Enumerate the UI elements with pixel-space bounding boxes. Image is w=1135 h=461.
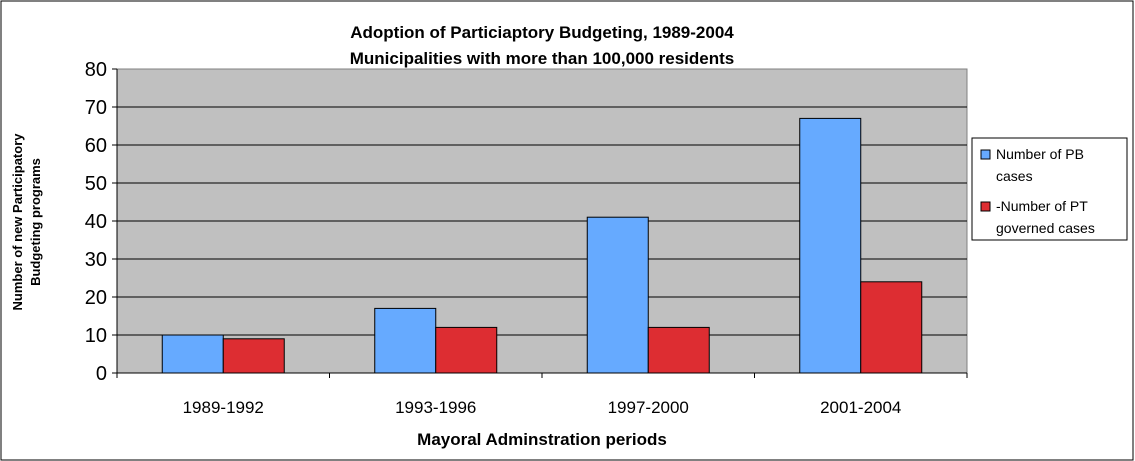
bar-pt-governed-cases-1993-1996 — [435, 326, 498, 374]
legend-label-pb-line-1: Number of PB — [996, 146, 1084, 162]
bar-pt-governed-cases-1997-2000 — [647, 326, 710, 374]
legend-label-pt-line-2: governed cases — [996, 220, 1095, 236]
legend-swatch-pb — [980, 149, 991, 160]
y-tick-label: 70 — [85, 97, 107, 119]
x-tick-label: 2001-2004 — [820, 398, 901, 417]
y-tick-label: 60 — [85, 135, 107, 157]
y-tick-label: 40 — [85, 211, 107, 233]
y-tick-label: 50 — [85, 173, 107, 195]
bar-pt-governed-cases-2001-2004 — [860, 281, 923, 374]
legend-box — [971, 137, 1128, 241]
y-tick-label: 20 — [85, 287, 107, 309]
x-axis-label: Mayoral Adminstration periods — [417, 430, 667, 449]
bar-pb-cases-1989-1992 — [161, 334, 224, 374]
axes — [112, 68, 968, 378]
y-tick-label: 80 — [85, 59, 107, 81]
legend-label-pt-line-1: -Number of PT — [996, 198, 1088, 214]
chart-title: Adoption of Particiaptory Budgeting, 198… — [350, 23, 734, 42]
chart-subtitle: Municipalities with more than 100,000 re… — [350, 49, 735, 68]
x-tick-labels: 1989-1992 1993-1996 1997-2000 2001-2004 — [183, 398, 902, 417]
y-axis-label-line-2: Budgeting programs — [28, 158, 43, 286]
bar-pb-cases-1997-2000 — [586, 216, 649, 374]
y-tick-label: 0 — [96, 363, 107, 385]
bar-pt-governed-cases-1989-1992 — [222, 338, 285, 374]
y-axis-label-line-1: Number of new Participatory — [10, 133, 25, 311]
x-tick-label: 1997-2000 — [608, 398, 689, 417]
bar-pb-cases-2001-2004 — [799, 117, 862, 374]
y-tick-label: 10 — [85, 325, 107, 347]
bars — [161, 117, 923, 374]
y-tick-label: 30 — [85, 249, 107, 271]
x-tick-label: 1989-1992 — [183, 398, 264, 417]
legend-swatch-pt — [980, 201, 991, 212]
y-axis-label: Number of new Participatory Budgeting pr… — [10, 133, 43, 311]
legend-label-pb-line-2: cases — [996, 168, 1033, 184]
bar-pb-cases-1993-1996 — [374, 307, 437, 374]
x-tick-label: 1993-1996 — [395, 398, 476, 417]
legend: Number of PB cases -Number of PT governe… — [971, 137, 1128, 241]
y-tick-labels: 0 10 20 30 40 50 60 70 80 — [85, 59, 107, 385]
